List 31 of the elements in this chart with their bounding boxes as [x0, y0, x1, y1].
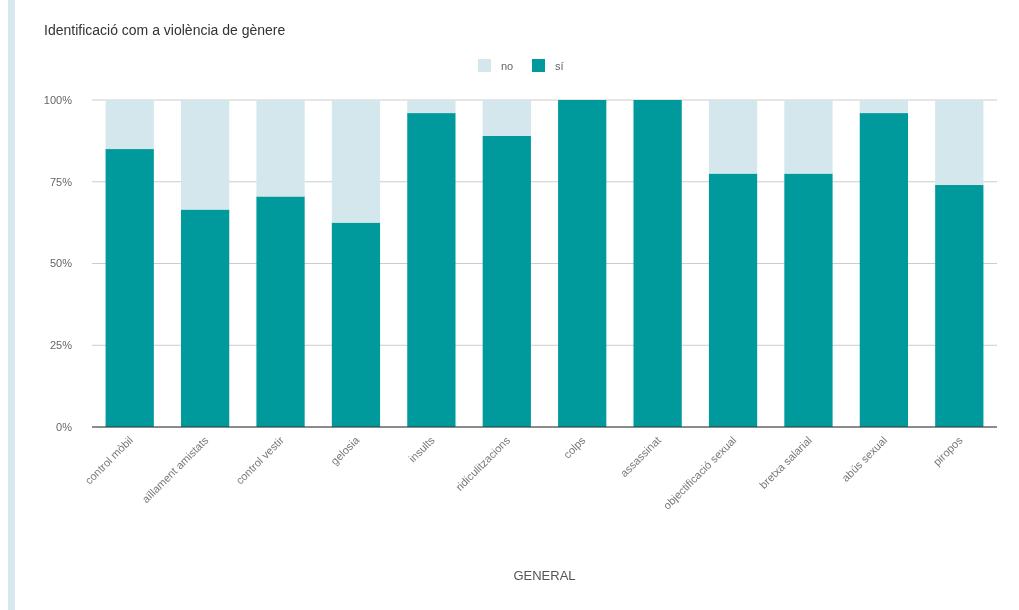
- bar: [407, 100, 456, 114]
- y-tick-label: 100%: [43, 93, 73, 106]
- legend-label: sí: [555, 59, 564, 72]
- bar: [331, 222, 381, 427]
- bar: [935, 100, 984, 186]
- y-tick-label: 25%: [49, 339, 73, 352]
- bar: [180, 209, 230, 427]
- bar: [859, 113, 909, 427]
- bar: [784, 173, 833, 427]
- bar: [180, 100, 230, 210]
- bar: [708, 173, 758, 427]
- bar: [256, 100, 305, 197]
- legend-label: no: [501, 59, 514, 72]
- bar: [407, 113, 456, 427]
- bar: [331, 100, 381, 223]
- y-tick-label: 75%: [49, 175, 73, 188]
- x-axis-title: GENERAL: [513, 568, 576, 583]
- bar: [859, 100, 909, 114]
- bar: [633, 100, 682, 427]
- bar: [482, 135, 531, 427]
- bar: [105, 100, 154, 150]
- y-tick-label: 0%: [56, 420, 73, 433]
- bar: [105, 149, 154, 427]
- bar: [482, 100, 531, 136]
- bar: [784, 100, 833, 174]
- chart-title: Identificació com a violència de gènere: [44, 22, 286, 38]
- bar: [708, 100, 758, 174]
- y-tick-label: 50%: [49, 257, 73, 270]
- bar: [935, 185, 984, 427]
- bar: [256, 196, 305, 427]
- bar: [558, 100, 607, 427]
